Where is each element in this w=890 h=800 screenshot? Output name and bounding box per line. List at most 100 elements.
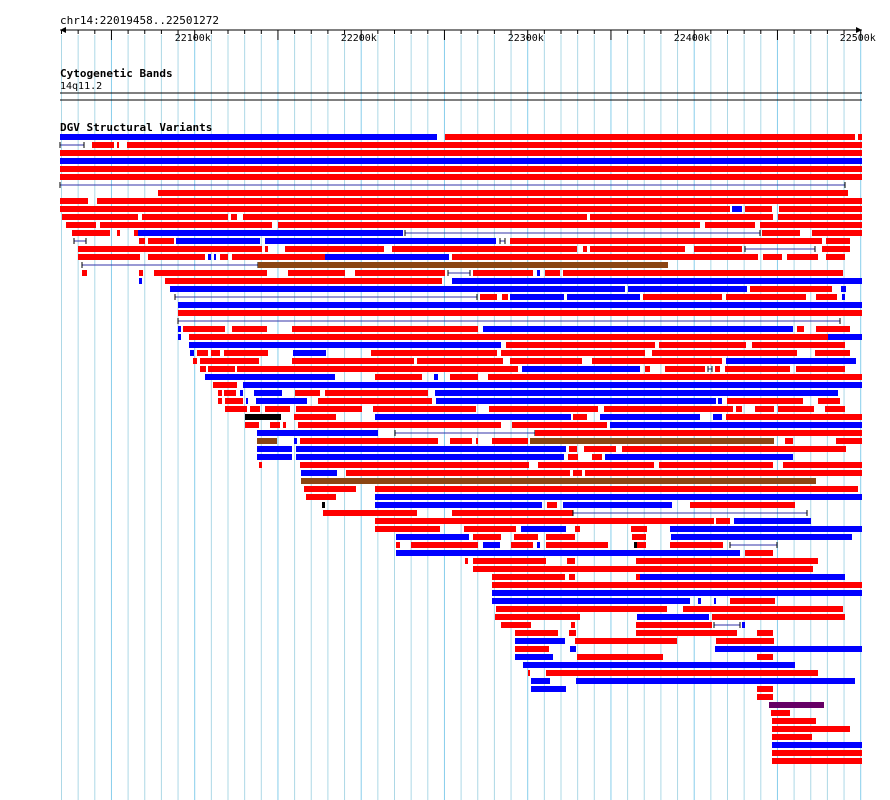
gain-feature[interactable]	[66, 222, 96, 228]
gain-feature[interactable]	[501, 622, 531, 628]
gain-feature[interactable]	[604, 406, 733, 412]
gain-feature[interactable]	[375, 374, 422, 380]
gain-feature[interactable]	[245, 422, 259, 428]
gain-feature[interactable]	[60, 166, 862, 172]
gain-feature[interactable]	[259, 462, 262, 468]
gain-feature[interactable]	[745, 550, 773, 556]
loss-feature[interactable]	[434, 374, 438, 380]
gain-feature[interactable]	[592, 454, 602, 460]
loss-feature[interactable]	[246, 398, 248, 404]
loss-feature[interactable]	[670, 526, 862, 532]
gain-feature[interactable]	[225, 406, 247, 412]
gain-feature[interactable]	[72, 230, 110, 236]
loss-feature[interactable]	[60, 134, 437, 140]
gain-feature[interactable]	[506, 342, 655, 348]
inversion-feature[interactable]	[301, 478, 816, 484]
gain-feature[interactable]	[452, 510, 573, 516]
loss-feature[interactable]	[537, 542, 540, 548]
gain-feature[interactable]	[127, 142, 862, 148]
intron-line-feature[interactable]	[572, 510, 808, 516]
loss-feature[interactable]	[515, 638, 565, 644]
gain-feature[interactable]	[296, 406, 362, 412]
gain-feature[interactable]	[815, 350, 850, 356]
ruler-left-arrow-icon[interactable]	[60, 27, 66, 33]
gain-feature[interactable]	[670, 542, 723, 548]
gain-feature[interactable]	[330, 366, 518, 372]
gain-feature[interactable]	[92, 142, 114, 148]
loss-feature[interactable]	[531, 686, 566, 692]
loss-feature[interactable]	[640, 574, 845, 580]
loss-feature[interactable]	[375, 494, 862, 500]
loss-feature[interactable]	[483, 542, 500, 548]
gain-feature[interactable]	[705, 222, 755, 228]
gain-feature[interactable]	[772, 718, 816, 724]
loss-feature[interactable]	[294, 438, 297, 444]
gain-feature[interactable]	[218, 398, 222, 404]
loss-feature[interactable]	[214, 254, 216, 260]
intron-line-feature[interactable]	[177, 318, 841, 324]
loss-feature[interactable]	[435, 390, 838, 396]
inversion-feature[interactable]	[257, 438, 277, 444]
gain-feature[interactable]	[736, 406, 742, 412]
gain-feature[interactable]	[632, 534, 646, 540]
gain-feature[interactable]	[726, 294, 806, 300]
gain-feature[interactable]	[445, 134, 855, 140]
inversion-feature[interactable]	[258, 262, 668, 268]
gain-feature[interactable]	[510, 358, 582, 364]
loss-feature[interactable]	[628, 286, 747, 292]
loss-feature[interactable]	[772, 742, 862, 748]
loss-feature[interactable]	[189, 342, 501, 348]
gain-feature[interactable]	[231, 214, 237, 220]
gain-feature[interactable]	[232, 254, 325, 260]
loss-feature[interactable]	[138, 230, 403, 236]
loss-feature[interactable]	[841, 286, 846, 292]
cyto-track-title[interactable]: Cytogenetic Bands	[60, 67, 173, 80]
gain-feature[interactable]	[250, 406, 260, 412]
gain-feature[interactable]	[816, 294, 837, 300]
gain-feature[interactable]	[193, 358, 197, 364]
gain-feature[interactable]	[489, 406, 598, 412]
gain-feature[interactable]	[858, 134, 862, 140]
loss-feature[interactable]	[257, 430, 378, 436]
intron-line-feature[interactable]	[713, 622, 741, 628]
gain-feature[interactable]	[762, 230, 800, 236]
loss-feature[interactable]	[243, 382, 862, 388]
gain-feature[interactable]	[725, 366, 790, 372]
loss-feature[interactable]	[713, 414, 722, 420]
gain-feature[interactable]	[142, 214, 228, 220]
gain-feature[interactable]	[563, 270, 843, 276]
intron-line-feature[interactable]	[394, 430, 536, 436]
gain-feature[interactable]	[750, 286, 832, 292]
gain-feature[interactable]	[771, 710, 790, 716]
gain-feature[interactable]	[797, 326, 804, 332]
gain-feature[interactable]	[375, 486, 858, 492]
loss-feature[interactable]	[522, 366, 640, 372]
loss-feature[interactable]	[570, 646, 576, 652]
loss-feature[interactable]	[256, 398, 307, 404]
gain-feature[interactable]	[514, 534, 538, 540]
gain-feature[interactable]	[300, 462, 529, 468]
intron-line-feature[interactable]	[447, 270, 471, 276]
gain-feature[interactable]	[772, 750, 862, 756]
gain-feature[interactable]	[465, 558, 468, 564]
gain-feature[interactable]	[117, 142, 119, 148]
gain-feature[interactable]	[772, 726, 850, 732]
gain-feature[interactable]	[220, 254, 228, 260]
gain-feature[interactable]	[636, 574, 640, 580]
gain-feature[interactable]	[584, 446, 616, 452]
gain-feature[interactable]	[371, 350, 497, 356]
gain-feature[interactable]	[512, 422, 607, 428]
gain-feature[interactable]	[60, 174, 862, 180]
gain-feature[interactable]	[480, 294, 497, 300]
gain-feature[interactable]	[450, 374, 478, 380]
gain-feature[interactable]	[571, 622, 575, 628]
gain-feature[interactable]	[757, 694, 773, 700]
gain-feature[interactable]	[375, 526, 440, 532]
gain-feature[interactable]	[318, 398, 432, 404]
loss-feature[interactable]	[325, 254, 449, 260]
gain-feature[interactable]	[154, 270, 267, 276]
gain-feature[interactable]	[538, 462, 654, 468]
gain-feature[interactable]	[825, 406, 845, 412]
gain-feature[interactable]	[745, 206, 772, 212]
gain-feature[interactable]	[292, 326, 478, 332]
